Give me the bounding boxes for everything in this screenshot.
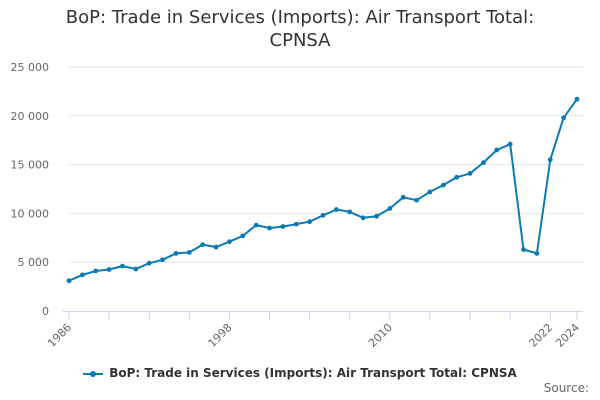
- x-tick-label: 2010: [366, 321, 395, 350]
- data-point: [267, 225, 272, 231]
- data-point: [79, 272, 85, 278]
- data-point: [173, 251, 179, 256]
- data-point: [427, 189, 433, 195]
- data-point: [160, 257, 165, 263]
- data-point: [93, 268, 99, 274]
- x-tick-label: 2024: [553, 321, 582, 350]
- data-point: [374, 213, 379, 219]
- y-tick-label: 20 000: [11, 110, 50, 123]
- y-tick-label: 15 000: [11, 159, 50, 172]
- data-point: [414, 197, 419, 203]
- data-point: [574, 96, 580, 102]
- data-point: [280, 224, 286, 229]
- data-point: [213, 244, 219, 250]
- data-point: [494, 147, 500, 153]
- chart-title-line-1: BoP: Trade in Services (Imports): Air Tr…: [65, 7, 535, 28]
- data-point: [547, 157, 553, 163]
- data-point: [360, 215, 366, 221]
- y-tick-label: 10 000: [11, 207, 50, 220]
- data-point: [467, 170, 473, 176]
- data-point: [66, 278, 72, 284]
- data-point: [186, 250, 192, 255]
- data-point: [507, 141, 513, 147]
- data-point: [307, 219, 313, 225]
- data-point: [481, 160, 486, 166]
- data-point: [534, 251, 540, 256]
- data-point: [293, 221, 299, 227]
- data-point: [320, 212, 326, 218]
- chart-title-line-2: CPNSA: [269, 30, 331, 51]
- data-point: [200, 242, 206, 248]
- data-point: [227, 239, 232, 245]
- chart-title: BoP: Trade in Services (Imports): Air Tr…: [0, 6, 600, 52]
- legend[interactable]: BoP: Trade in Services (Imports): Air Tr…: [0, 366, 600, 380]
- data-point: [146, 260, 152, 266]
- source-label: Source:: [543, 381, 589, 395]
- data-point: [400, 194, 406, 200]
- x-tick-label: 2022: [526, 321, 555, 350]
- data-point: [106, 267, 112, 272]
- data-point: [253, 222, 259, 228]
- legend-label: BoP: Trade in Services (Imports): Air Tr…: [109, 366, 517, 380]
- y-tick-label: 0: [42, 305, 49, 318]
- x-tick-label: 1998: [206, 321, 235, 350]
- data-point: [120, 263, 125, 269]
- legend-swatch: [83, 368, 104, 380]
- y-tick-label: 25 000: [11, 61, 50, 74]
- data-point: [133, 266, 139, 272]
- y-tick-label: 5 000: [18, 256, 50, 269]
- series-line: [68, 98, 578, 282]
- data-point: [454, 174, 460, 180]
- data-point: [240, 233, 246, 239]
- data-point: [333, 207, 339, 212]
- data-point: [440, 182, 446, 188]
- data-point: [561, 115, 567, 121]
- data-point: [387, 206, 393, 211]
- data-point: [521, 247, 526, 252]
- data-point: [347, 209, 353, 215]
- x-tick-label: 1986: [45, 321, 74, 350]
